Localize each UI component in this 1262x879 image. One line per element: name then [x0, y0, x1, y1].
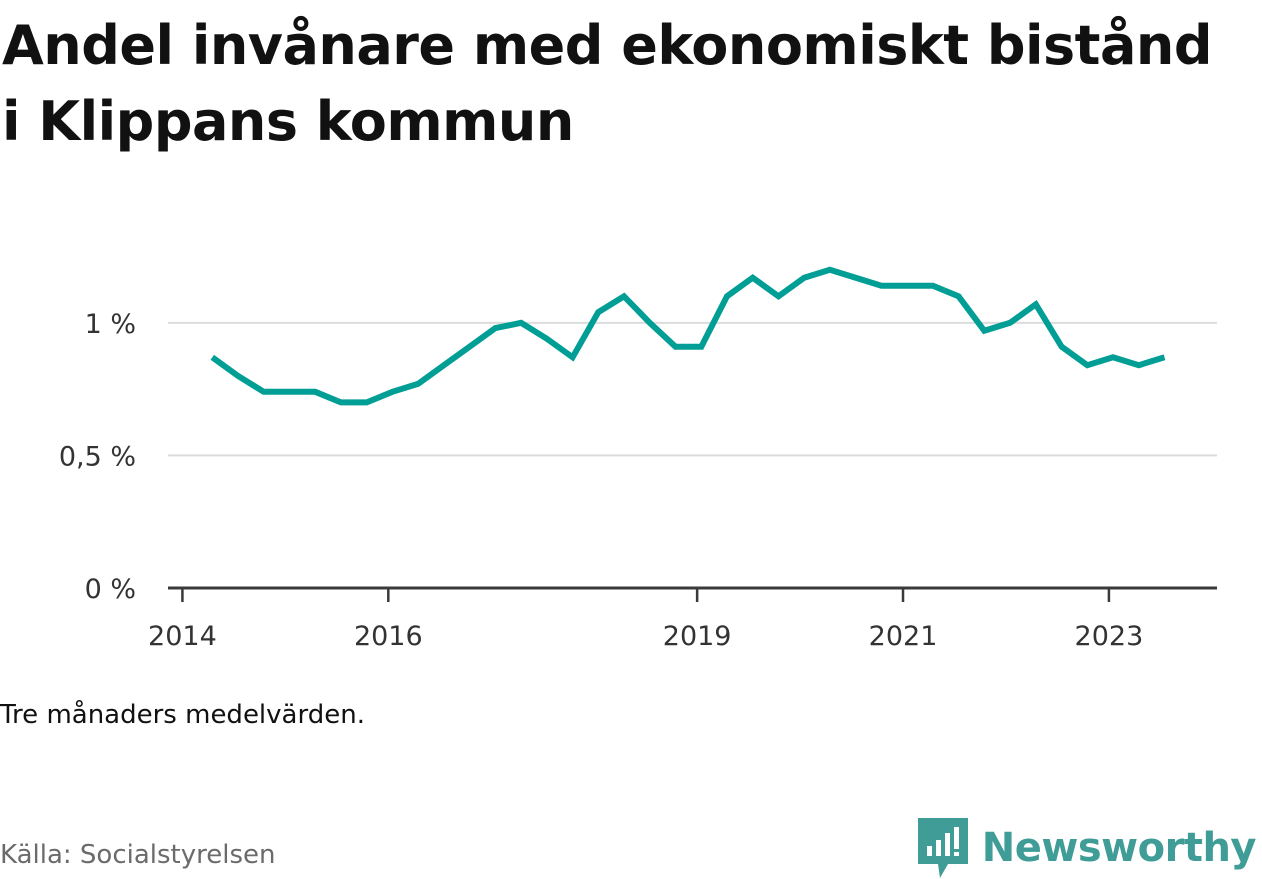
series-group [210, 266, 1166, 406]
x-tick-label: 2021 [869, 621, 938, 652]
chart-note: Tre månaders medelvärden. [0, 700, 365, 730]
newsworthy-logo-icon [917, 818, 968, 878]
y-tick-label: 0,5 % [59, 441, 136, 472]
chart-title: Andel invånare med ekonomiskt bistånd i … [2, 14, 1213, 153]
y-tick-label: 0 % [85, 574, 136, 605]
brand-name: Newsworthy [981, 825, 1257, 871]
source-text: Källa: Socialstyrelsen [0, 840, 276, 870]
newsworthy-brand[interactable]: Newsworthy [917, 818, 1257, 878]
y-tick-label: 1 % [85, 309, 136, 340]
series-line [210, 266, 1166, 406]
x-tick-label: 2016 [354, 621, 423, 652]
x-tick-label: 2019 [663, 621, 732, 652]
x-tick-label: 2014 [148, 621, 217, 652]
x-axis-ticks: 2014 2016 2019 2021 2023 [148, 588, 1143, 652]
y-axis-ticks: 0 % 0,5 % 1 % [59, 309, 136, 605]
grid-lines [168, 321, 1217, 457]
x-tick-label: 2023 [1075, 621, 1144, 652]
